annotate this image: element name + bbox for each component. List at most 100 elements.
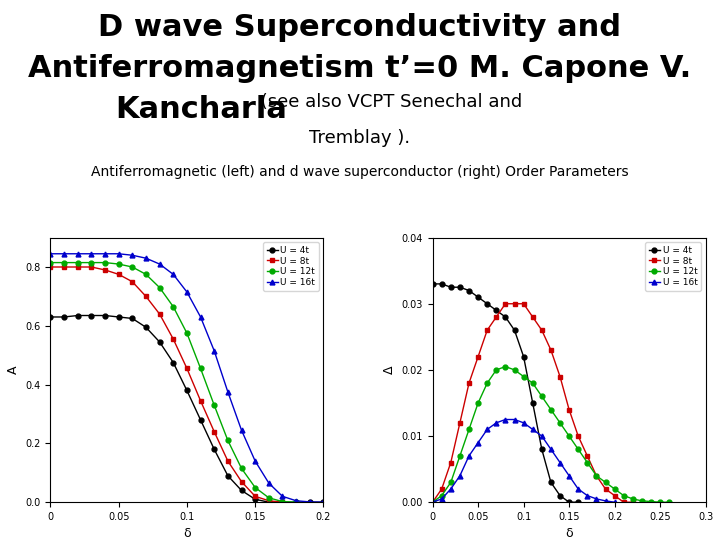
U = 8t	[197, 397, 205, 404]
U = 4t	[528, 400, 537, 406]
U = 12t	[619, 492, 628, 499]
U = 12t	[519, 373, 528, 380]
U = 12t	[583, 459, 592, 465]
U = 16t	[292, 497, 300, 504]
U = 12t	[510, 367, 519, 373]
U = 12t	[142, 271, 150, 278]
U = 8t	[611, 492, 619, 499]
U = 12t	[538, 393, 546, 400]
U = 16t	[611, 499, 619, 505]
U = 4t	[60, 314, 68, 320]
Text: D wave Superconductivity and: D wave Superconductivity and	[99, 14, 621, 43]
U = 8t	[546, 347, 555, 353]
U = 16t	[546, 446, 555, 453]
U = 12t	[446, 479, 455, 485]
U = 16t	[183, 289, 192, 295]
U = 12t	[492, 367, 500, 373]
U = 8t	[251, 493, 259, 500]
U = 8t	[592, 472, 600, 479]
U = 16t	[456, 472, 464, 479]
Line: U = 16t: U = 16t	[48, 251, 326, 505]
U = 8t	[183, 365, 192, 372]
U = 12t	[601, 479, 610, 485]
U = 4t	[87, 312, 96, 319]
U = 12t	[223, 437, 232, 444]
Text: Antiferromagnetic (left) and d wave superconductor (right) Order Parameters: Antiferromagnetic (left) and d wave supe…	[91, 165, 629, 179]
U = 8t	[428, 499, 437, 505]
U = 12t	[73, 259, 82, 266]
U = 12t	[114, 261, 123, 267]
U = 4t	[305, 499, 314, 505]
U = 16t	[519, 420, 528, 426]
U = 8t	[519, 300, 528, 307]
U = 12t	[556, 420, 564, 426]
U = 8t	[601, 486, 610, 492]
U = 8t	[528, 314, 537, 320]
U = 4t	[510, 327, 519, 333]
U = 8t	[142, 293, 150, 300]
U = 8t	[60, 264, 68, 270]
U = 16t	[528, 426, 537, 433]
Legend: U = 4t, U = 8t, U = 12t, U = 16t: U = 4t, U = 8t, U = 12t, U = 16t	[264, 242, 319, 291]
U = 16t	[556, 459, 564, 465]
U = 16t	[60, 251, 68, 257]
U = 8t	[456, 420, 464, 426]
U = 16t	[446, 486, 455, 492]
X-axis label: δ: δ	[565, 528, 573, 540]
U = 4t	[237, 487, 246, 494]
U = 8t	[583, 453, 592, 459]
U = 4t	[142, 324, 150, 330]
U = 16t	[564, 472, 573, 479]
U = 8t	[510, 300, 519, 307]
U = 4t	[564, 499, 573, 505]
Line: U = 12t: U = 12t	[48, 260, 299, 505]
U = 8t	[501, 300, 510, 307]
U = 8t	[210, 428, 219, 435]
U = 12t	[46, 259, 55, 266]
U = 12t	[638, 498, 647, 504]
U = 12t	[264, 495, 273, 501]
U = 8t	[538, 327, 546, 333]
U = 8t	[492, 314, 500, 320]
U = 12t	[237, 465, 246, 471]
U = 4t	[101, 312, 109, 319]
U = 4t	[574, 499, 582, 505]
U = 4t	[556, 492, 564, 499]
U = 8t	[483, 327, 492, 333]
U = 16t	[142, 255, 150, 261]
Text: Kancharla: Kancharla	[116, 94, 287, 124]
U = 4t	[446, 284, 455, 291]
U = 12t	[665, 499, 673, 505]
Line: U = 4t: U = 4t	[48, 313, 326, 505]
U = 16t	[501, 416, 510, 423]
U = 4t	[278, 499, 287, 505]
U = 16t	[169, 271, 178, 278]
U = 4t	[292, 499, 300, 505]
U = 4t	[538, 446, 546, 453]
U = 16t	[128, 252, 137, 259]
U = 12t	[501, 363, 510, 370]
U = 12t	[656, 499, 665, 505]
X-axis label: δ: δ	[183, 528, 191, 540]
U = 12t	[251, 484, 259, 491]
U = 8t	[128, 279, 137, 285]
U = 12t	[546, 406, 555, 413]
U = 4t	[197, 417, 205, 423]
U = 16t	[46, 251, 55, 257]
U = 12t	[128, 264, 137, 270]
U = 8t	[574, 433, 582, 440]
U = 8t	[237, 478, 246, 485]
U = 8t	[87, 264, 96, 270]
U = 4t	[483, 300, 492, 307]
U = 8t	[564, 406, 573, 413]
U = 8t	[101, 267, 109, 273]
U = 4t	[519, 353, 528, 360]
U = 16t	[114, 251, 123, 257]
Text: Tremblay ).: Tremblay ).	[310, 129, 410, 146]
U = 4t	[156, 339, 164, 345]
U = 4t	[183, 387, 192, 394]
U = 12t	[592, 472, 600, 479]
U = 16t	[437, 496, 446, 502]
U = 16t	[73, 251, 82, 257]
Text: (see also VCPT Senechal and: (see also VCPT Senechal and	[255, 93, 523, 111]
